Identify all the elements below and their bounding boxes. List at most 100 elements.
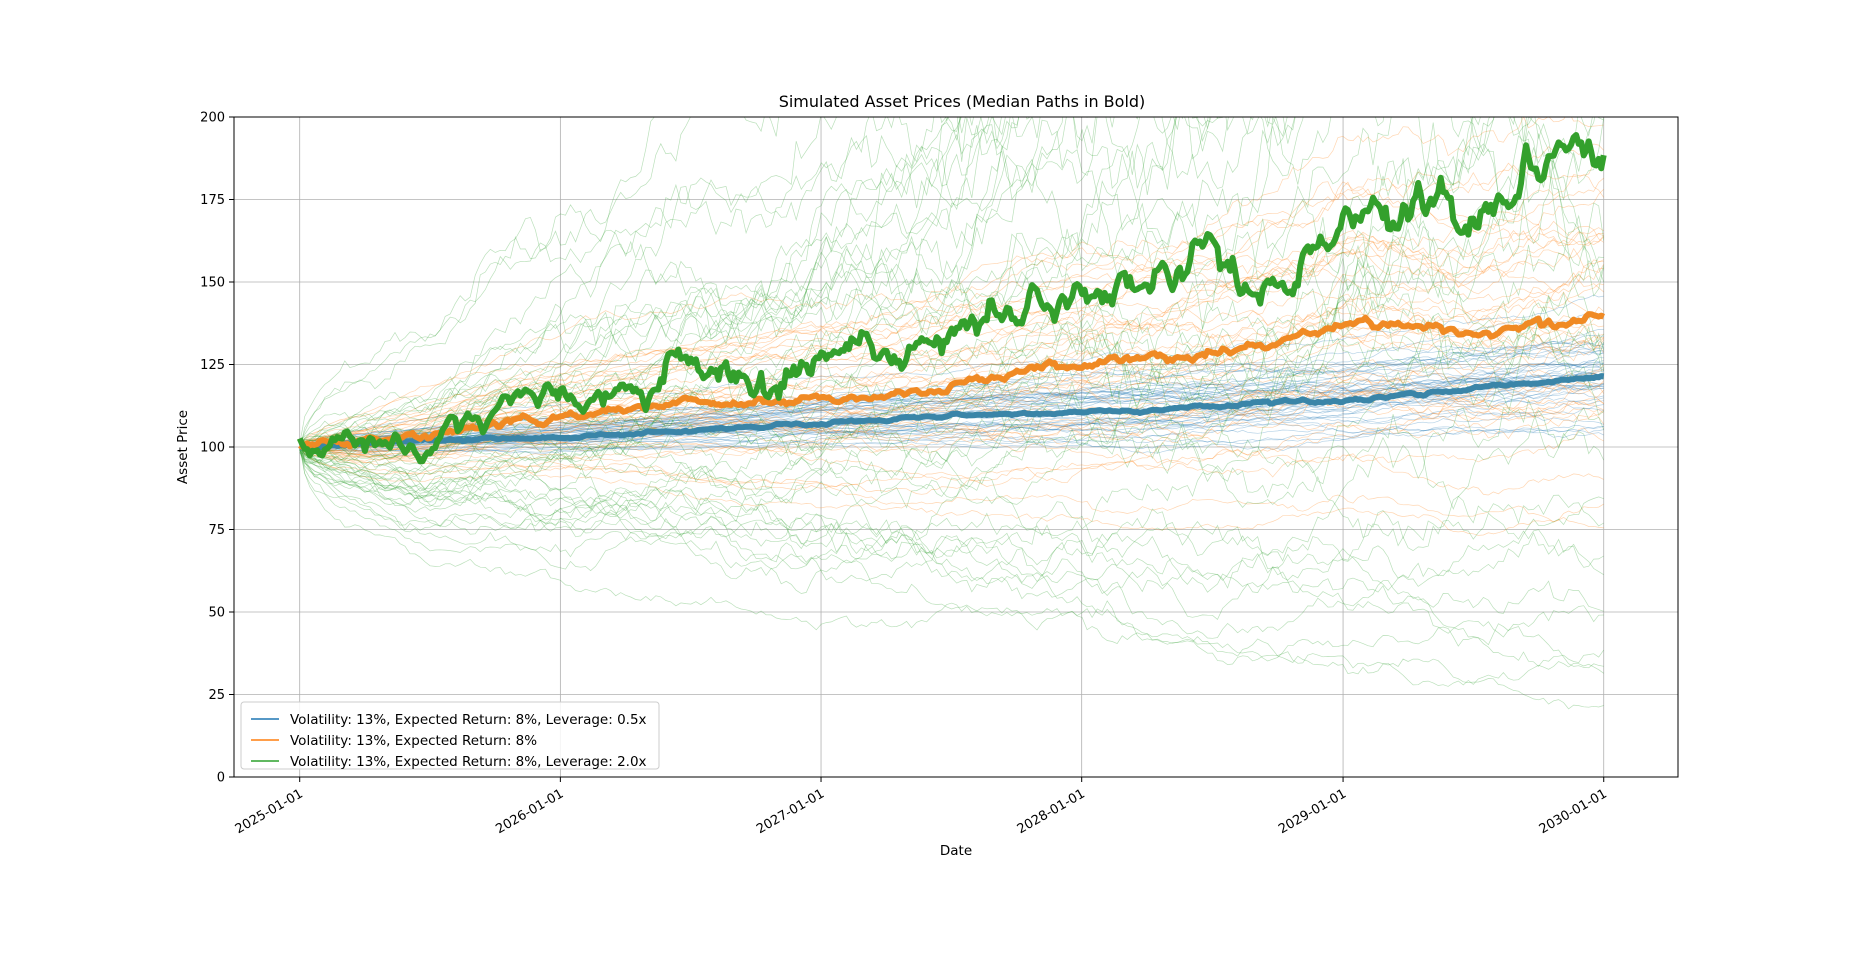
simulated-path xyxy=(299,257,1605,472)
simulated-path xyxy=(299,399,1604,495)
simulated-path xyxy=(299,447,1604,667)
simulated-path xyxy=(299,334,1605,548)
simulated-path xyxy=(299,452,1604,669)
simulated-path xyxy=(299,117,1041,445)
simulated-path xyxy=(299,400,1604,466)
y-tick-label: 175 xyxy=(200,193,225,208)
simulated-path xyxy=(299,314,1604,447)
simulated-path xyxy=(299,294,1604,448)
simulated-path xyxy=(299,117,1288,445)
simulated-path xyxy=(299,369,1604,448)
simulated-path xyxy=(299,446,1604,536)
x-axis-label: Date xyxy=(940,843,972,859)
y-tick-label: 150 xyxy=(200,276,225,291)
legend: Volatility: 13%, Expected Return: 8%, Le… xyxy=(240,701,660,770)
simulated-path xyxy=(299,146,1605,519)
simulated-path xyxy=(299,340,1604,448)
simulated-path xyxy=(299,117,1211,470)
simulated-path xyxy=(299,365,1604,451)
legend-label: Volatility: 13%, Expected Return: 8%, Le… xyxy=(290,712,647,728)
simulated-path xyxy=(299,117,1495,449)
simulated-path xyxy=(299,350,1604,448)
simulated-path xyxy=(299,117,1006,444)
simulated-path xyxy=(299,317,1604,449)
simulated-path xyxy=(299,181,1604,449)
simulated-path xyxy=(299,117,1209,450)
simulated-path xyxy=(299,376,1604,450)
simulated-path xyxy=(299,370,1604,448)
simulated-path xyxy=(299,447,1604,496)
simulated-path xyxy=(299,424,1604,448)
simulated-path xyxy=(299,164,1604,448)
simulated-path xyxy=(299,223,1604,448)
simulated-path xyxy=(299,117,655,446)
simulated-path xyxy=(299,445,1604,523)
simulated-path xyxy=(299,342,1604,448)
simulated-path xyxy=(299,117,1332,461)
simulated-path xyxy=(299,117,1533,506)
simulated-path xyxy=(299,117,1002,448)
simulated-path xyxy=(299,445,1604,639)
median-path xyxy=(298,311,1605,450)
simulated-path xyxy=(299,117,1596,458)
simulated-path xyxy=(299,233,1604,448)
simulated-path xyxy=(299,404,1604,453)
simulated-path xyxy=(299,403,1604,456)
y-tick-label: 125 xyxy=(200,358,225,373)
simulated-path xyxy=(299,372,1604,448)
simulated-path xyxy=(299,117,1604,447)
simulated-path xyxy=(299,391,1604,448)
y-tick-label: 100 xyxy=(200,441,225,456)
simulated-path xyxy=(299,425,1604,454)
median-path xyxy=(299,373,1605,452)
simulated-path xyxy=(299,305,1605,584)
simulated-path xyxy=(299,238,1605,448)
simulated-path xyxy=(299,133,1605,521)
simulated-path xyxy=(299,235,1604,454)
simulated-path xyxy=(299,347,1604,448)
simulated-path xyxy=(299,300,1604,447)
simulated-path xyxy=(299,117,1043,452)
simulated-path xyxy=(299,231,1604,448)
simulated-path xyxy=(299,285,1604,482)
y-tick-label: 50 xyxy=(208,606,225,621)
simulated-path xyxy=(299,226,1604,448)
simulated-path xyxy=(299,117,962,443)
median-path xyxy=(296,132,1607,465)
simulated-path xyxy=(299,357,1604,448)
simulated-path xyxy=(299,117,1604,481)
simulated-path xyxy=(299,446,1604,687)
y-tick-label: 0 xyxy=(217,771,225,786)
simulated-path xyxy=(299,364,1604,458)
simulated-path xyxy=(299,346,1604,447)
simulated-path xyxy=(299,388,1604,462)
simulated-path xyxy=(299,117,1296,497)
simulated-path xyxy=(299,417,1604,575)
simulated-path xyxy=(299,446,1604,593)
simulated-path xyxy=(299,401,1604,460)
simulated-path xyxy=(299,361,1604,448)
simulated-path xyxy=(299,383,1604,448)
simulated-path xyxy=(299,143,1604,447)
simulated-path xyxy=(299,346,1604,448)
simulated-path xyxy=(299,427,1604,452)
simulated-path xyxy=(299,382,1604,448)
simulated-path xyxy=(299,425,1604,451)
simulated-path xyxy=(299,449,1604,646)
y-tick-label: 200 xyxy=(200,111,225,126)
y-tick-label: 25 xyxy=(208,688,225,703)
simulated-path xyxy=(299,262,1605,503)
simulated-path xyxy=(299,361,1604,448)
simulated-path xyxy=(299,407,1605,510)
simulated-path xyxy=(299,341,1604,447)
simulated-path xyxy=(299,177,1604,447)
y-axis-label: Asset Price xyxy=(175,410,191,484)
simulated-path xyxy=(299,441,1604,593)
simulated-path xyxy=(299,300,1605,471)
simulated-path xyxy=(299,117,780,444)
median-paths xyxy=(296,132,1607,465)
simulated-path xyxy=(299,117,1604,465)
simulated-path xyxy=(299,443,1604,710)
